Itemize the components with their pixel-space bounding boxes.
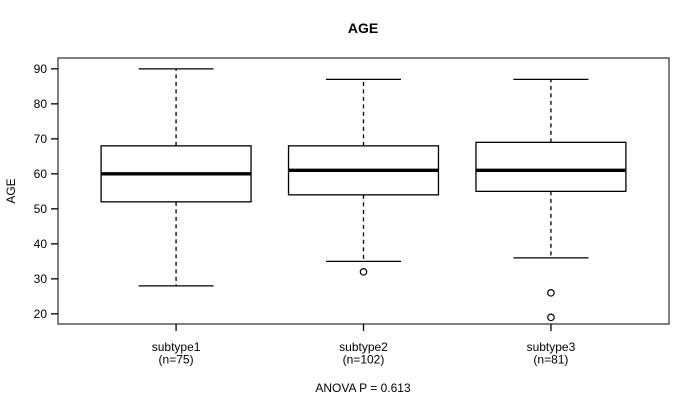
plot-content: 2030405060708090subtype1(n=75)subtype2(n… [34,62,627,367]
y-tick-label: 20 [34,307,48,321]
anova-p-note: ANOVA P = 0.613 [315,381,411,395]
outlier-point [547,289,555,297]
group-label: subtype2 [339,340,388,354]
y-tick-label: 40 [34,237,48,251]
y-tick-label: 30 [34,272,48,286]
y-tick-label: 80 [34,97,48,111]
group-sublabel: (n=75) [159,353,194,367]
y-tick-label: 50 [34,202,48,216]
y-tick-label: 70 [34,132,48,146]
group-sublabel: (n=81) [533,353,568,367]
iqr-box [475,141,627,193]
group-sublabel: (n=102) [343,353,385,367]
chart-title: AGE [348,20,378,36]
y-axis-title: AGE [4,178,18,203]
group-label: subtype3 [527,340,576,354]
outlier-point [359,268,368,276]
group-label: subtype1 [152,340,201,354]
y-tick-label: 90 [34,62,48,76]
outlier-point [547,313,555,322]
y-tick-label: 60 [34,167,48,181]
